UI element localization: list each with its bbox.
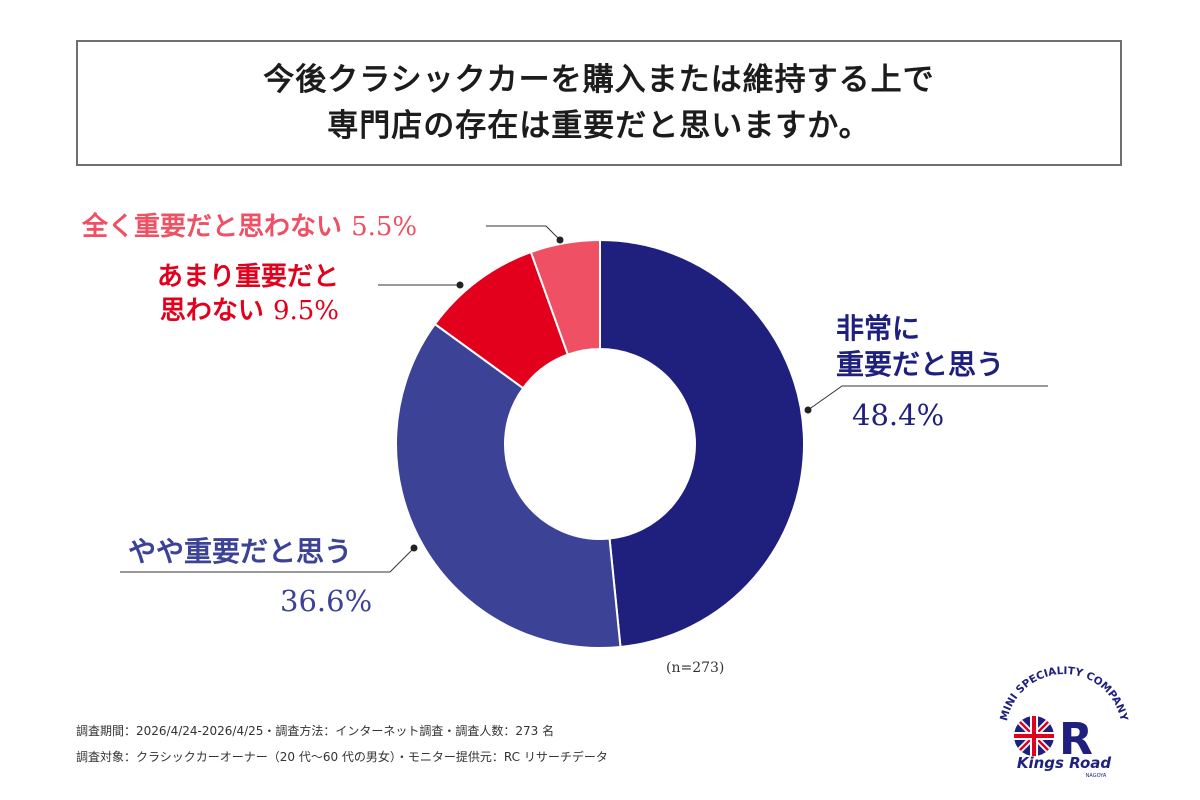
label-strong-value: 48.4% [852, 398, 945, 432]
label-some-value: 36.6% [280, 584, 373, 618]
label-not-line2: 思わない [159, 296, 264, 326]
leader-line-none [486, 225, 561, 241]
label-not-line1: あまり重要だと [157, 262, 340, 292]
leader-dot-not [456, 281, 464, 289]
footer-line-1: 調査期間：2026/4/24-2026/4/25・調査方法：インターネット調査・… [76, 724, 555, 738]
label-some-pct: 36.6% [280, 584, 372, 618]
footer-line-2: 調査対象：クラシックカーオーナー（20 代〜60 代の男女）・モニター提供元：R… [76, 750, 608, 764]
logo-city: NAGOYA [1086, 773, 1107, 779]
label-not-value: 9.5% [272, 296, 340, 326]
slice-none [529, 238, 601, 356]
slice-strong [599, 238, 805, 649]
logo-r-glyph: R [1059, 714, 1093, 765]
label-some: やや重要だと思う [128, 535, 353, 568]
logo-name: Kings Road [1017, 754, 1112, 772]
label-strong-line2: 重要だと思う [836, 348, 1005, 381]
donut-slices [395, 238, 805, 649]
title-line-1: 今後クラシックカーを購入または維持する上で [263, 62, 935, 98]
title-box: 今後クラシックカーを購入または維持する上で 専門店の存在は重要だと思いますか。 [76, 40, 1122, 166]
sample-size-note: (n=273) [666, 660, 725, 676]
label-none-text: 全く重要だと思わない [82, 212, 343, 242]
label-strong-pct: 48.4% [852, 398, 944, 432]
leader-dot-some [410, 544, 418, 552]
slice-some [395, 322, 622, 649]
label-none: 全く重要だと思わない 5.5% [82, 206, 417, 243]
leader-line-strong [807, 385, 1048, 411]
kings-road-logo: MINI SPECIALITY COMPANY R Kings Road NAG… [998, 665, 1130, 779]
label-none-value: 5.5% [351, 212, 418, 242]
label-strong: 非常に 重要だと思う [836, 311, 1004, 383]
title-line-2: 専門店の存在は重要だと思いますか。 [327, 108, 871, 144]
leader-dots [410, 236, 812, 552]
label-not: あまり重要だと 思わない 9.5% [157, 260, 339, 328]
label-not-line2-wrap: 思わない 9.5% [157, 294, 339, 328]
leader-lines [120, 225, 1048, 573]
leader-dot-none [556, 236, 564, 244]
leader-dot-strong [804, 406, 812, 414]
label-strong-line1: 非常に [836, 312, 921, 345]
leader-line-some [120, 547, 415, 573]
union-flag-icon [1014, 716, 1054, 756]
